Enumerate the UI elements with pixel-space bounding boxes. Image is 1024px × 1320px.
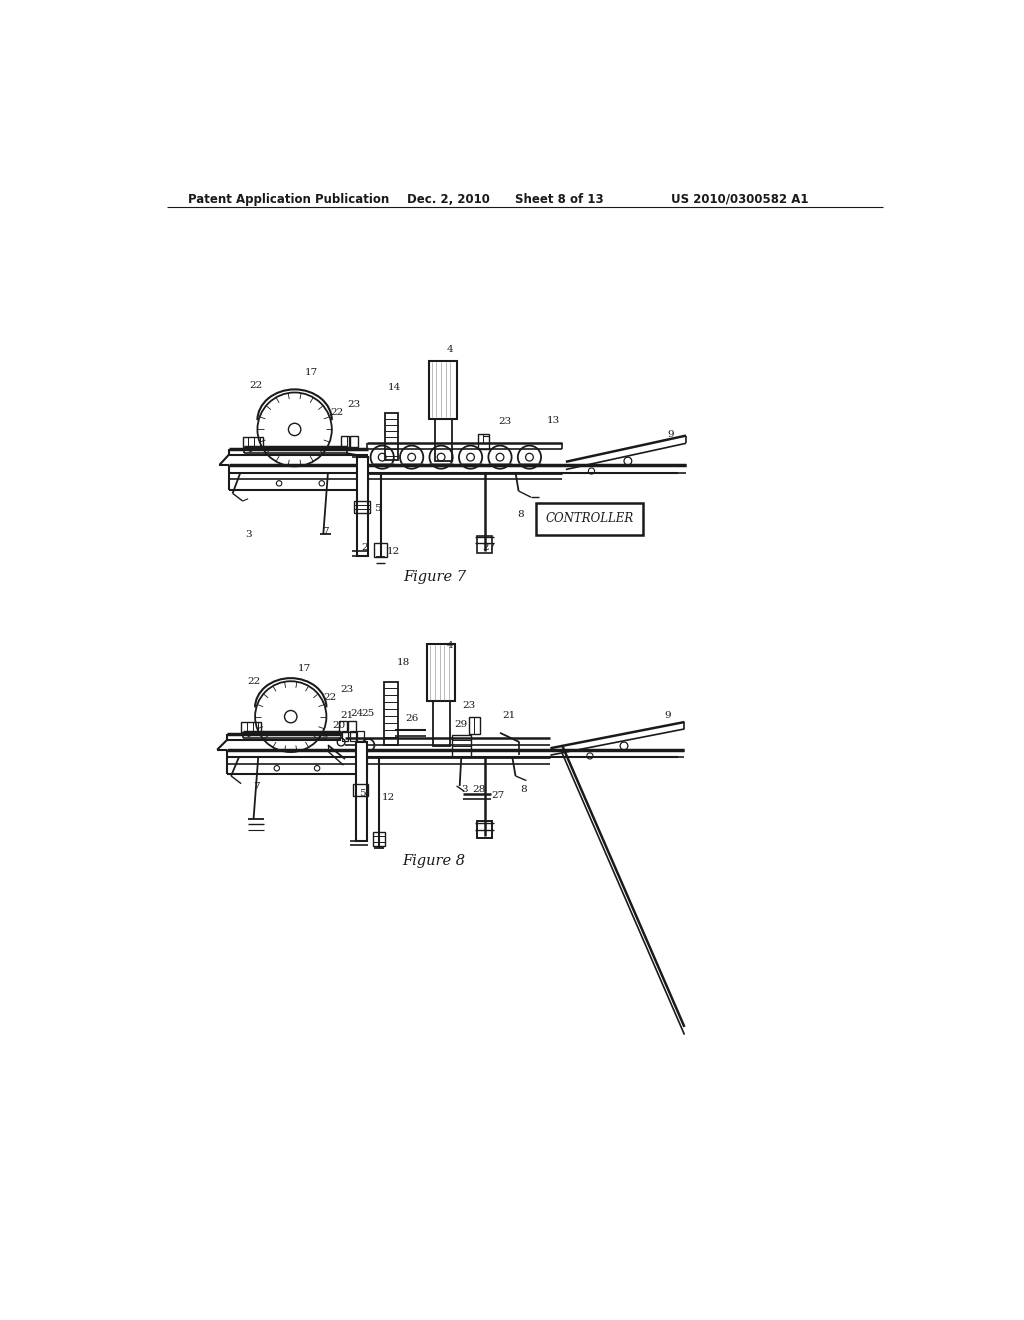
Text: 22: 22 (249, 381, 262, 389)
Text: 5: 5 (374, 504, 381, 513)
Text: 26: 26 (406, 714, 418, 723)
Text: 8: 8 (517, 510, 524, 519)
Text: 13: 13 (547, 416, 560, 425)
Bar (537, 503, 643, 535)
Bar (356, 742, 367, 841)
Text: 20: 20 (332, 721, 345, 730)
Text: 23: 23 (341, 685, 354, 694)
Text: 23: 23 (499, 417, 512, 426)
Text: CONTROLLER: CONTROLLER (546, 512, 634, 525)
Text: 14: 14 (388, 383, 401, 392)
Bar (342, 730, 348, 742)
Text: 5: 5 (359, 789, 367, 799)
Text: 12: 12 (386, 546, 399, 556)
Bar (385, 412, 397, 461)
Text: 21: 21 (341, 710, 354, 719)
Bar (348, 721, 356, 733)
Text: 23: 23 (348, 400, 360, 408)
Text: 29: 29 (454, 719, 467, 729)
Bar (373, 832, 385, 846)
Text: 28: 28 (472, 785, 485, 795)
Text: Patent Application Publication: Patent Application Publication (187, 193, 389, 206)
Text: Figure 8: Figure 8 (401, 854, 465, 869)
Bar (241, 722, 261, 733)
Text: 7: 7 (253, 783, 260, 791)
Bar (349, 730, 356, 742)
Text: Sheet 8 of 13: Sheet 8 of 13 (515, 193, 603, 206)
Text: 25: 25 (361, 709, 375, 718)
Text: 2: 2 (361, 543, 368, 552)
Text: 21: 21 (503, 710, 516, 719)
Bar (384, 682, 397, 744)
Text: 22: 22 (324, 693, 337, 702)
Bar (469, 718, 480, 734)
Text: 22: 22 (247, 677, 260, 686)
Bar (477, 821, 493, 838)
Text: Dec. 2, 2010: Dec. 2, 2010 (407, 193, 489, 206)
Bar (357, 457, 369, 556)
Text: 17: 17 (305, 368, 318, 378)
Text: Figure 7: Figure 7 (403, 569, 466, 583)
Text: 27: 27 (482, 543, 496, 552)
Text: 17: 17 (298, 664, 311, 673)
Text: 3: 3 (245, 529, 252, 539)
Text: US 2010/0300582 A1: US 2010/0300582 A1 (671, 193, 808, 206)
Text: 24: 24 (351, 709, 364, 718)
Bar (341, 437, 349, 447)
Bar (243, 437, 263, 447)
Text: 3: 3 (461, 785, 468, 795)
Bar (478, 434, 489, 449)
Bar (435, 418, 452, 461)
Bar (350, 437, 358, 447)
Text: 9: 9 (668, 429, 674, 438)
Bar (357, 730, 364, 742)
Text: 4: 4 (446, 642, 453, 651)
Bar (433, 701, 451, 746)
Bar (427, 644, 455, 701)
Bar (452, 735, 471, 756)
Bar (352, 784, 369, 796)
Text: 8: 8 (520, 785, 526, 795)
Text: 4: 4 (447, 345, 454, 354)
Bar (375, 544, 387, 557)
Bar (429, 360, 457, 418)
Text: 23: 23 (463, 701, 475, 710)
Text: 19: 19 (315, 733, 329, 741)
Text: 12: 12 (382, 793, 395, 803)
Bar (354, 502, 370, 513)
Text: 22: 22 (331, 408, 344, 417)
Text: 27: 27 (492, 792, 504, 800)
Text: 18: 18 (397, 659, 411, 667)
Text: 7: 7 (323, 528, 329, 536)
Bar (477, 536, 493, 553)
Bar (477, 821, 493, 838)
Text: 9: 9 (665, 710, 672, 719)
Bar (339, 721, 346, 733)
